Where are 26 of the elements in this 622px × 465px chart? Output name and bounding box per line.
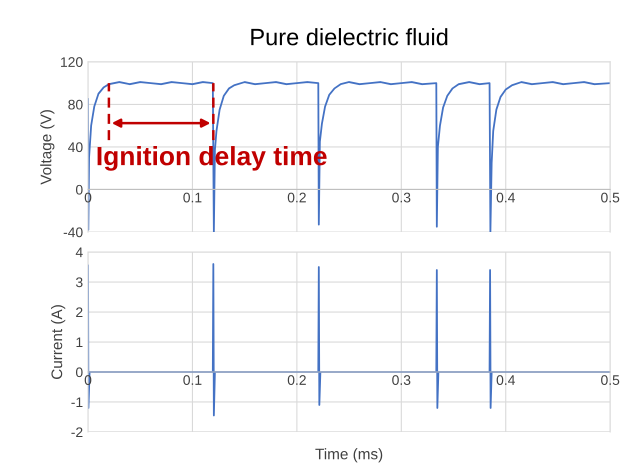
x-tick-label: 0.5 — [601, 375, 620, 385]
x-tick-label: 0.2 — [288, 375, 306, 385]
chart-title: Pure dielectric fluid — [251, 28, 448, 46]
y-tick-label: 2 — [76, 307, 82, 318]
x-tick-label: 0.1 — [183, 192, 202, 202]
y-tick-label: 120 — [61, 57, 83, 68]
x-tick-label: 0.5 — [601, 192, 620, 202]
y-tick-label: 3 — [76, 277, 83, 288]
y-tick-label: 0 — [76, 184, 83, 195]
y-tick-label: -40 — [64, 227, 83, 238]
y-tick-label: 4 — [76, 248, 83, 258]
x-tick-label: 0.1 — [183, 375, 202, 385]
x-tick-label: 0.4 — [496, 192, 515, 202]
y-axis-title: Voltage (V) — [40, 110, 54, 185]
x-tick-label: 0.3 — [392, 375, 410, 385]
y-tick-label: 40 — [68, 142, 83, 152]
x-tick-label: 0.2 — [288, 192, 306, 202]
y-tick-label: 80 — [68, 100, 83, 110]
y-tick-label: -1 — [71, 397, 82, 408]
x-axis-title: Time (ms) — [315, 448, 382, 462]
y-tick-label: 0 — [76, 367, 83, 378]
y-axis-title: Current (A) — [51, 305, 66, 380]
y-tick-label: -2 — [71, 427, 82, 438]
x-tick-label: 0.4 — [496, 375, 515, 385]
x-tick-label: 0.3 — [392, 192, 410, 202]
y-tick-label: 1 — [76, 337, 82, 348]
